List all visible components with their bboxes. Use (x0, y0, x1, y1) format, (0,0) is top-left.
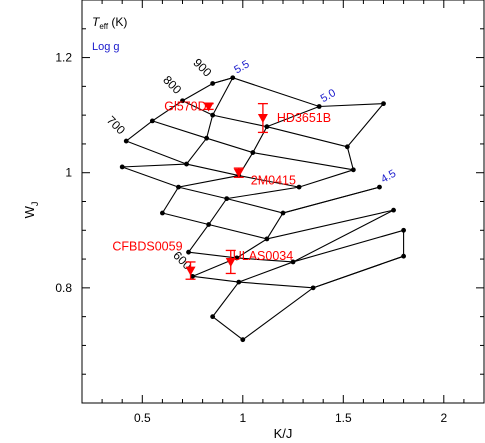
object-label: ULAS0034 (233, 249, 294, 263)
logg-line (242, 230, 405, 341)
logg-line (161, 105, 320, 214)
teff-label: 900 (190, 56, 214, 80)
logg-line (212, 209, 394, 317)
logg-label: 4.5 (379, 168, 398, 186)
legend-teff: Teff (K) (92, 15, 127, 31)
grid-node (119, 164, 125, 170)
y-tick-label: 1 (65, 166, 72, 180)
y-axis-title: WJ (22, 202, 40, 219)
object-label: HD3651B (277, 111, 331, 125)
svg-text:WJ: WJ (22, 202, 40, 219)
model-grid (119, 75, 406, 343)
object-point (225, 257, 236, 267)
logg-line (192, 186, 380, 277)
teff-line (126, 140, 300, 188)
x-tick-label: 1 (239, 411, 246, 425)
teff-label: 800 (160, 73, 184, 97)
y-tick-label: 0.8 (55, 281, 72, 295)
y-tick-label: 1.2 (55, 51, 72, 65)
object-marker (257, 102, 268, 134)
teff-label: 700 (104, 113, 128, 137)
legend-teff-sub: eff (99, 22, 109, 31)
teff-line (188, 229, 404, 263)
object-marker (185, 261, 196, 280)
axis-tick-labels: 0.5 1 1.5 2 0.8 1 1.2 (55, 51, 447, 425)
y-axis-title-sub: J (30, 202, 40, 207)
logg-line (188, 103, 384, 253)
legend-logg: Log g (92, 41, 120, 53)
x-axis-title: K/J (274, 426, 293, 441)
logg-label: 5.5 (232, 58, 251, 76)
y-axis-title-main: W (22, 205, 37, 218)
object-point (257, 114, 268, 124)
object-point (203, 102, 214, 112)
object-label: Gl570D (164, 100, 206, 114)
x-tick-label: 0.5 (134, 411, 151, 425)
teff-line (162, 209, 394, 240)
object-marker (225, 249, 236, 275)
teff-line (212, 316, 244, 341)
logg-line (122, 77, 234, 168)
x-tick-label: 1.5 (335, 411, 352, 425)
x-tick-label: 2 (440, 411, 447, 425)
teff-line (182, 100, 348, 148)
logg-line (125, 77, 233, 142)
object-marker (203, 102, 214, 112)
object-point (233, 168, 244, 178)
axis-ticks (82, 0, 485, 403)
teff-line (152, 120, 354, 171)
logg-label: 5.0 (319, 87, 338, 105)
teff-line (212, 77, 384, 108)
plot-frame (81, 0, 485, 404)
legend-teff-main: T (92, 15, 101, 29)
object-label: 2M0415 (251, 174, 296, 188)
legend-teff-unit: (K) (108, 15, 127, 29)
object-label: CFBDS0059 (112, 240, 182, 254)
observed-objects: Gl570D HD3651B 2M0415 ULAS0034 CFBDS0059 (112, 100, 331, 280)
object-marker (233, 167, 244, 178)
object-point (185, 266, 196, 276)
